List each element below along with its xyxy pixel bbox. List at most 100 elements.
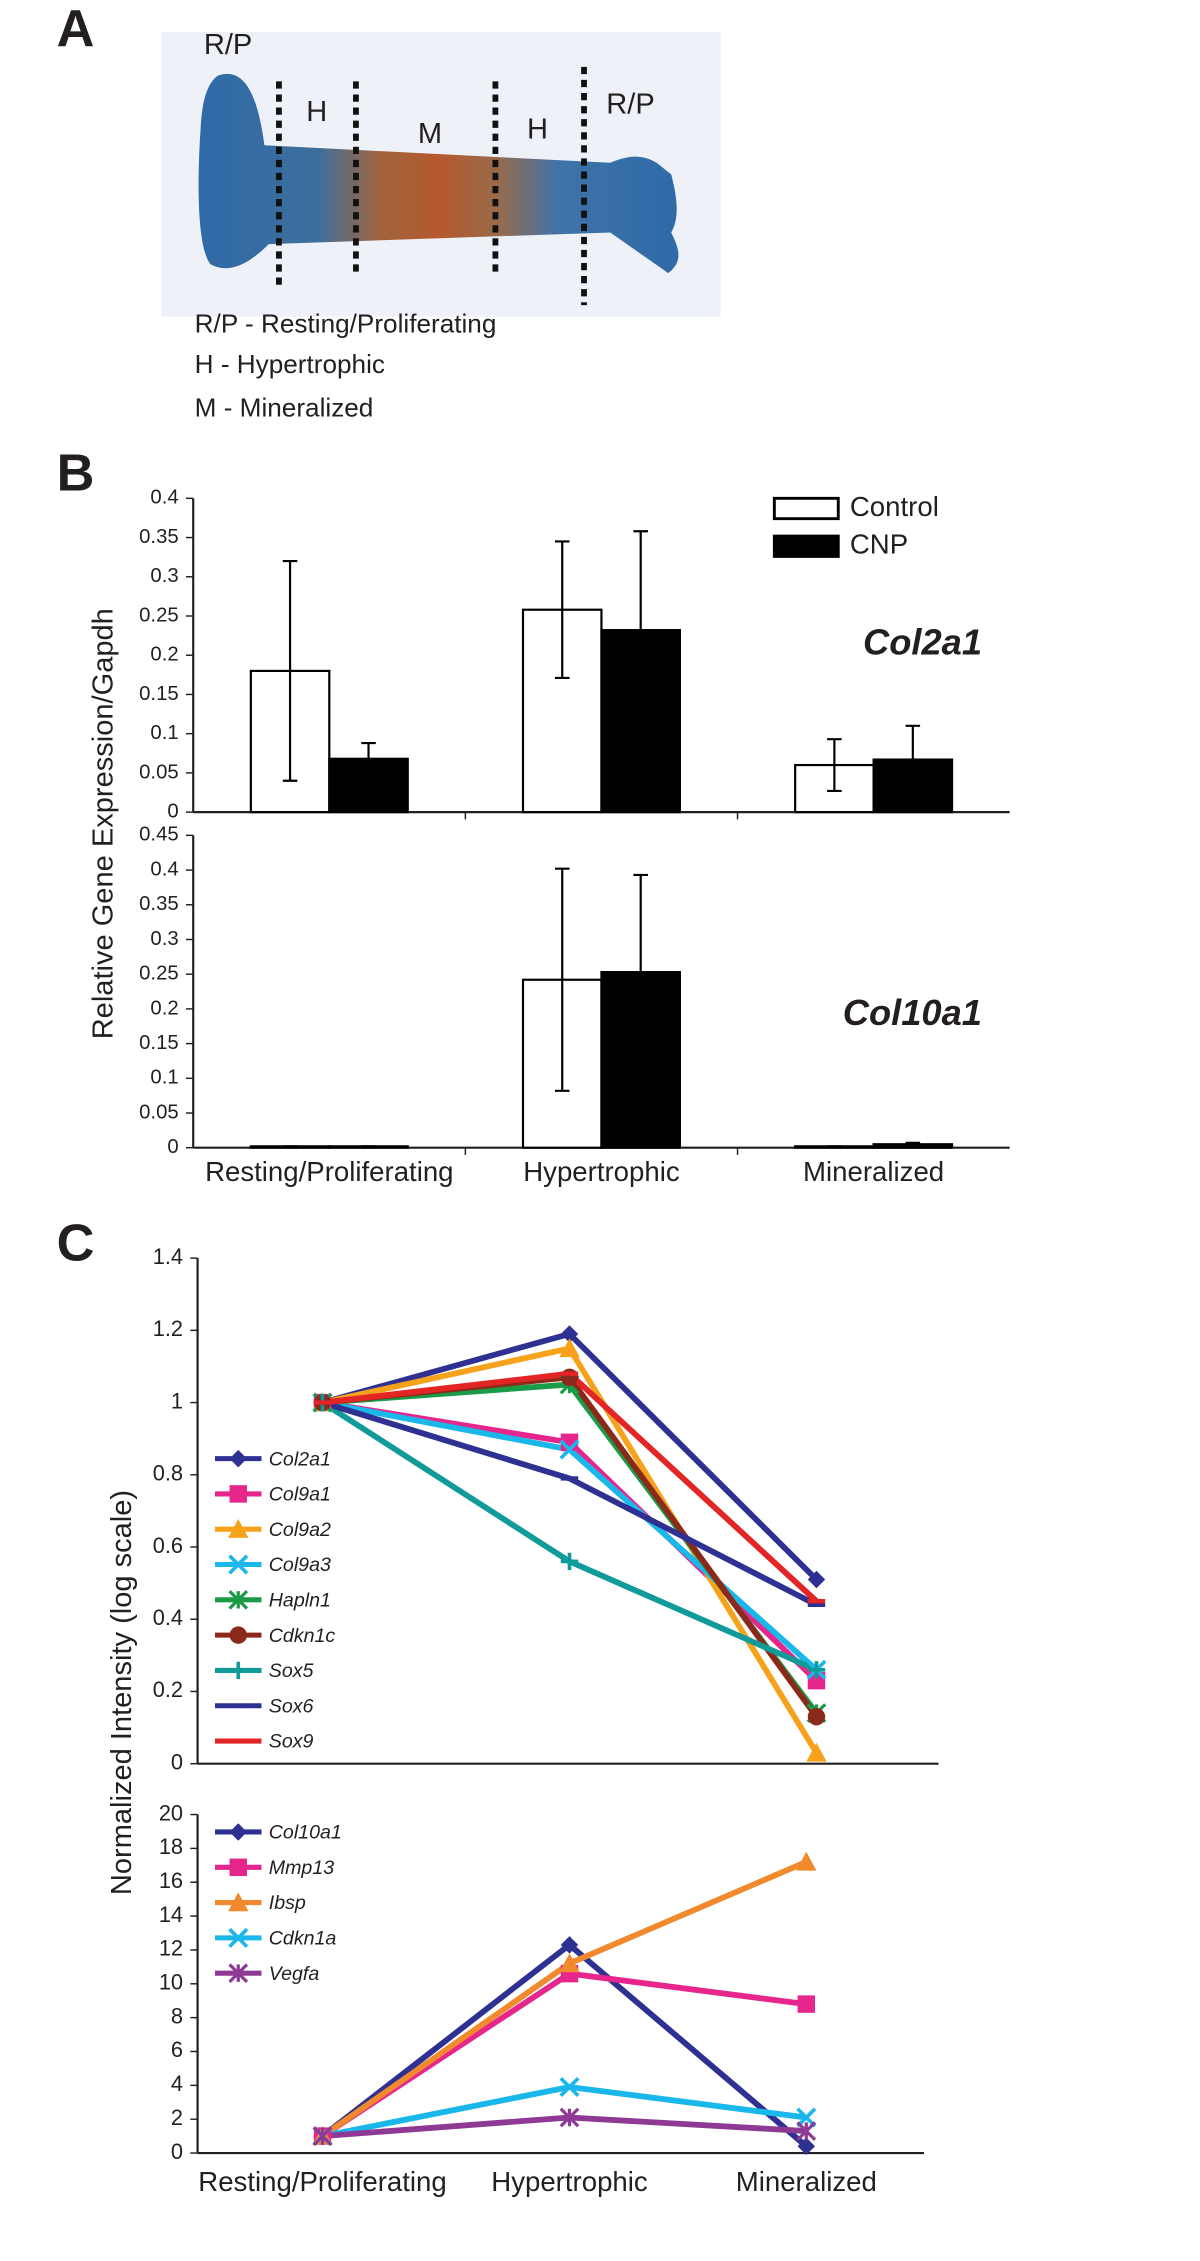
marker — [560, 1368, 579, 1387]
marker — [806, 1742, 827, 1762]
y-tick-label: 8 — [171, 2003, 183, 2028]
y-tick-label: 0.8 — [153, 1461, 183, 1486]
y-tick-label: 14 — [159, 1902, 183, 1927]
y-tick-label: 2 — [171, 2105, 183, 2130]
y-tick-label: 0.45 — [139, 824, 179, 846]
marker — [229, 1626, 247, 1644]
bone — [198, 73, 679, 274]
marker — [796, 2121, 817, 2141]
marker — [797, 1995, 816, 2013]
y-tick-label: 0.15 — [139, 683, 179, 705]
legend-label: Col10a1 — [269, 1822, 342, 1844]
y-tick-label: 10 — [159, 1970, 183, 1995]
y-tick-label: 0.6 — [153, 1533, 183, 1558]
chart: 0 0.2 0.4 0.6 0.8 1 1.2 1.4 Normalized Intensity… — [106, 1244, 939, 1895]
y-tick-label: 0 — [171, 1749, 183, 1774]
legend-label: Sox6 — [269, 1695, 314, 1717]
marker — [228, 1927, 249, 1948]
y-tick-label: 0.05 — [139, 1101, 179, 1123]
marker — [559, 2077, 580, 2098]
y-tick-label: 0.25 — [139, 604, 179, 626]
y-tick-label: 0 — [171, 2139, 183, 2164]
legend-label: Col9a2 — [269, 1519, 331, 1541]
error-bar — [554, 867, 570, 1092]
zone-dividers — [276, 66, 587, 306]
y-tick-label: 0.15 — [139, 1032, 179, 1054]
legend-label: CNP — [850, 529, 908, 560]
annotation: Col2a1 — [863, 622, 982, 663]
key-text: M - Mineralized — [195, 393, 374, 423]
error-bar — [905, 1141, 921, 1147]
marker — [797, 2137, 816, 2155]
y-tick-label: 0.4 — [153, 1605, 183, 1630]
zone-label: H — [306, 96, 327, 128]
marker — [228, 1589, 249, 1610]
error-bar — [361, 741, 376, 776]
marker — [559, 1338, 580, 1358]
marker — [312, 2126, 333, 2146]
line — [321, 1345, 819, 1755]
chart: 0 2 4 6 8 10 12 14 16 18 20 Resting/Proliferating Hy… — [159, 1800, 924, 2197]
marker — [229, 1485, 247, 1503]
error-bar — [633, 530, 648, 731]
marker — [228, 1519, 249, 1538]
panel-label: A — [57, 0, 95, 58]
marker — [807, 1708, 826, 1726]
legend-label: Col2a1 — [269, 1448, 331, 1470]
y-tick-label: 12 — [159, 1936, 183, 1961]
y-axis-label: Relative Gene Expression/Gapdh — [87, 608, 119, 1039]
legend-label: Sox5 — [269, 1660, 314, 1682]
marker — [228, 1554, 249, 1575]
marker — [559, 1953, 580, 1973]
y-tick-label: 4 — [171, 2071, 183, 2096]
marker — [807, 1570, 826, 1589]
error-bar — [282, 559, 298, 782]
y-tick-label: 1 — [171, 1388, 183, 1413]
key-text: H - Hypertrophic — [195, 349, 385, 379]
marker — [228, 1963, 249, 1984]
panel-a: R/P H M H R/P R/P - Resting/Proliferatin… — [161, 29, 721, 423]
legend-label: Ibsp — [269, 1892, 306, 1914]
marker — [229, 1858, 247, 1876]
error-bar — [827, 738, 842, 793]
y-tick-label: 0.4 — [150, 487, 178, 509]
y-tick-label: 0.2 — [153, 1677, 183, 1702]
zone-label: M — [418, 118, 442, 150]
legend-label: Mmp13 — [269, 1857, 334, 1879]
x-tick-label: Hypertrophic — [491, 2166, 648, 2197]
zone-label: R/P — [606, 89, 654, 121]
y-tick-label: 0.2 — [150, 644, 178, 666]
error-bar — [633, 873, 648, 1071]
marker — [228, 1892, 249, 1912]
legend-label: Vegfa — [269, 1963, 320, 1985]
y-tick-label: 0 — [167, 1136, 178, 1158]
y-tick-label: 18 — [159, 1834, 183, 1859]
marker — [229, 1449, 247, 1468]
marker — [559, 1439, 580, 1460]
zone-label: R/P — [204, 29, 252, 61]
panel-label: C — [57, 1214, 95, 1272]
key-text: R/P - Resting/Proliferating — [195, 308, 497, 338]
x-tick-label: Mineralized — [736, 2166, 877, 2197]
legend-label: Cdkn1a — [269, 1928, 337, 1950]
legend-label: Control — [850, 491, 939, 522]
y-tick-label: 0 — [167, 800, 178, 822]
y-tick-label: 6 — [171, 2037, 183, 2062]
y-tick-label: 0.35 — [139, 893, 179, 915]
y-tick-label: 0.4 — [150, 858, 178, 880]
legend-label: Sox9 — [269, 1731, 314, 1753]
legend-label: Hapln1 — [269, 1589, 331, 1611]
y-tick-label: 0.1 — [150, 1067, 178, 1089]
y-tick-label: 0.25 — [139, 963, 179, 985]
x-tick-label: Mineralized — [803, 1156, 944, 1187]
marker — [796, 1851, 817, 1871]
y-tick-label: 0.3 — [150, 928, 178, 950]
x-tick-label: Hypertrophic — [523, 1156, 680, 1187]
chart: 0 0.05 0.1 0.15 0.2 0.25 0.3 0.35 0.4 Relative Ge… — [87, 487, 1010, 1039]
y-tick-label: 0.35 — [139, 526, 179, 548]
chart: 0 0.05 0.1 0.15 0.2 0.25 0.3 0.35 0.4 0.45 Col10a1… — [139, 824, 1010, 1187]
zone-label: H — [527, 113, 548, 145]
y-axis-label: Normalized Intensity (log scale) — [106, 1490, 138, 1895]
y-tick-label: 20 — [159, 1800, 183, 1825]
